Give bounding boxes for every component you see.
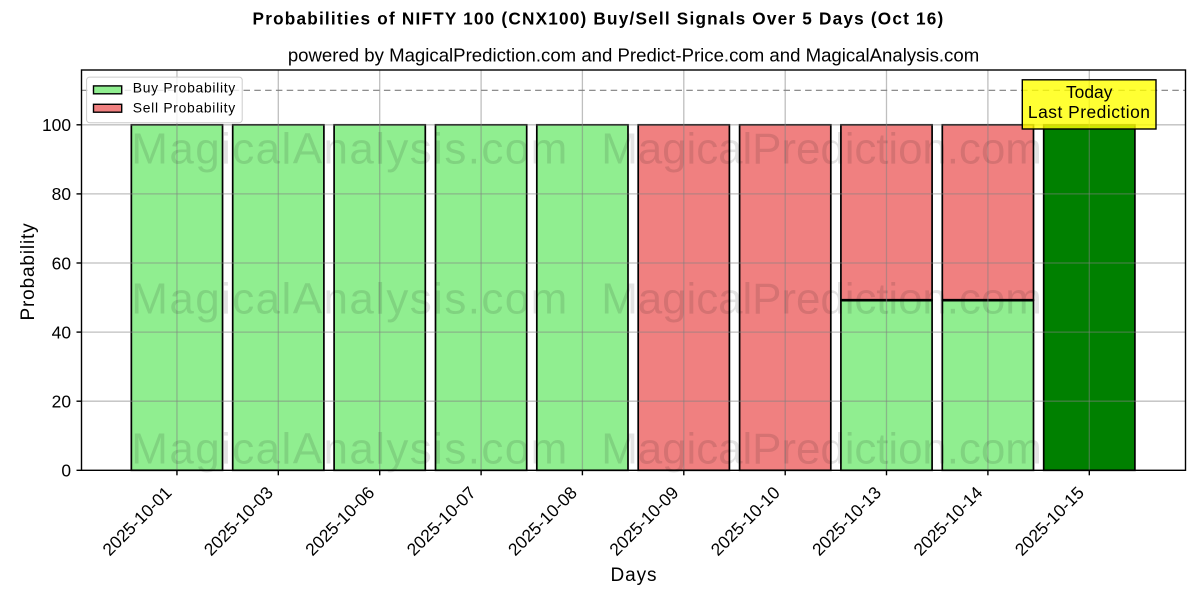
svg-text:Probability: Probability (18, 222, 39, 320)
svg-text:20: 20 (52, 392, 71, 412)
svg-text:powered by MagicalPrediction.c: powered by MagicalPrediction.com and Pre… (288, 44, 979, 65)
svg-text:0: 0 (61, 461, 71, 481)
svg-text:MagicalPrediction.com: MagicalPrediction.com (601, 125, 1042, 174)
svg-text:Days: Days (611, 565, 658, 586)
svg-text:MagicalPrediction.com: MagicalPrediction.com (601, 425, 1042, 474)
svg-text:40: 40 (52, 322, 71, 342)
svg-text:MagicalAnalysis.com: MagicalAnalysis.com (131, 275, 568, 324)
svg-text:80: 80 (52, 184, 71, 204)
svg-text:Today: Today (1066, 82, 1113, 102)
svg-text:MagicalPrediction.com: MagicalPrediction.com (601, 275, 1042, 324)
svg-text:60: 60 (52, 253, 71, 273)
svg-text:MagicalAnalysis.com: MagicalAnalysis.com (131, 125, 568, 174)
svg-text:Buy Probability: Buy Probability (133, 80, 236, 96)
svg-text:MagicalAnalysis.com: MagicalAnalysis.com (131, 425, 568, 474)
svg-text:Sell Probability: Sell Probability (133, 99, 236, 115)
svg-text:Probabilities of NIFTY 100 (CN: Probabilities of NIFTY 100 (CNX100) Buy/… (253, 9, 945, 29)
svg-text:100: 100 (42, 115, 71, 135)
svg-text:Last Prediction: Last Prediction (1028, 102, 1151, 122)
